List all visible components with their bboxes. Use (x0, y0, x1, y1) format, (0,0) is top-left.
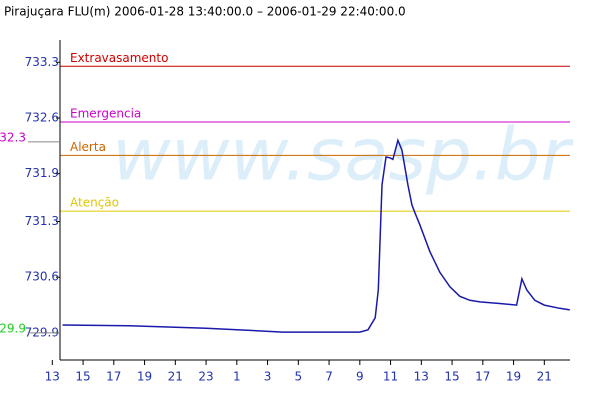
x-tick-label: 21 (168, 370, 183, 384)
x-tick-label: 9 (356, 370, 364, 384)
y-tick-label: 730.6 (25, 270, 59, 284)
x-tick-label: 15 (75, 370, 90, 384)
threshold-label: Emergencia (70, 106, 141, 120)
threshold-label: Atenção (70, 196, 119, 210)
x-tick-label: 17 (106, 370, 121, 384)
x-tick-label: 11 (383, 370, 398, 384)
threshold-label: Alerta (70, 140, 106, 154)
x-tick-label: 13 (45, 370, 60, 384)
watermark: www.sasp.br (112, 113, 574, 197)
x-tick-label: 1 (233, 370, 241, 384)
chart-title: Pirajuçara FLU(m) 2006-01-28 13:40:00.0 … (4, 5, 406, 19)
x-tick-label: 21 (537, 370, 552, 384)
x-tick-label: 19 (506, 370, 521, 384)
x-tick-label: 19 (137, 370, 152, 384)
y-tick-label: 731.9 (25, 166, 59, 180)
x-tick-label: 23 (198, 370, 213, 384)
x-tick-label: 7 (325, 370, 333, 384)
x-tick-label: 3 (264, 370, 272, 384)
min-marker-label: 29.9 (0, 321, 26, 335)
series-line (62, 137, 570, 333)
max-marker-label: 32.3 (0, 130, 26, 144)
y-tick-label: 731.3 (25, 214, 59, 228)
y-tick-label: 732.6 (25, 111, 59, 125)
x-tick-label: 5 (294, 370, 302, 384)
x-tick-label: 15 (444, 370, 459, 384)
y-tick-label: 733.3 (25, 55, 59, 69)
x-tick-label: 17 (475, 370, 490, 384)
threshold-label: Extravasamento (70, 51, 168, 65)
x-tick-label: 13 (414, 370, 429, 384)
